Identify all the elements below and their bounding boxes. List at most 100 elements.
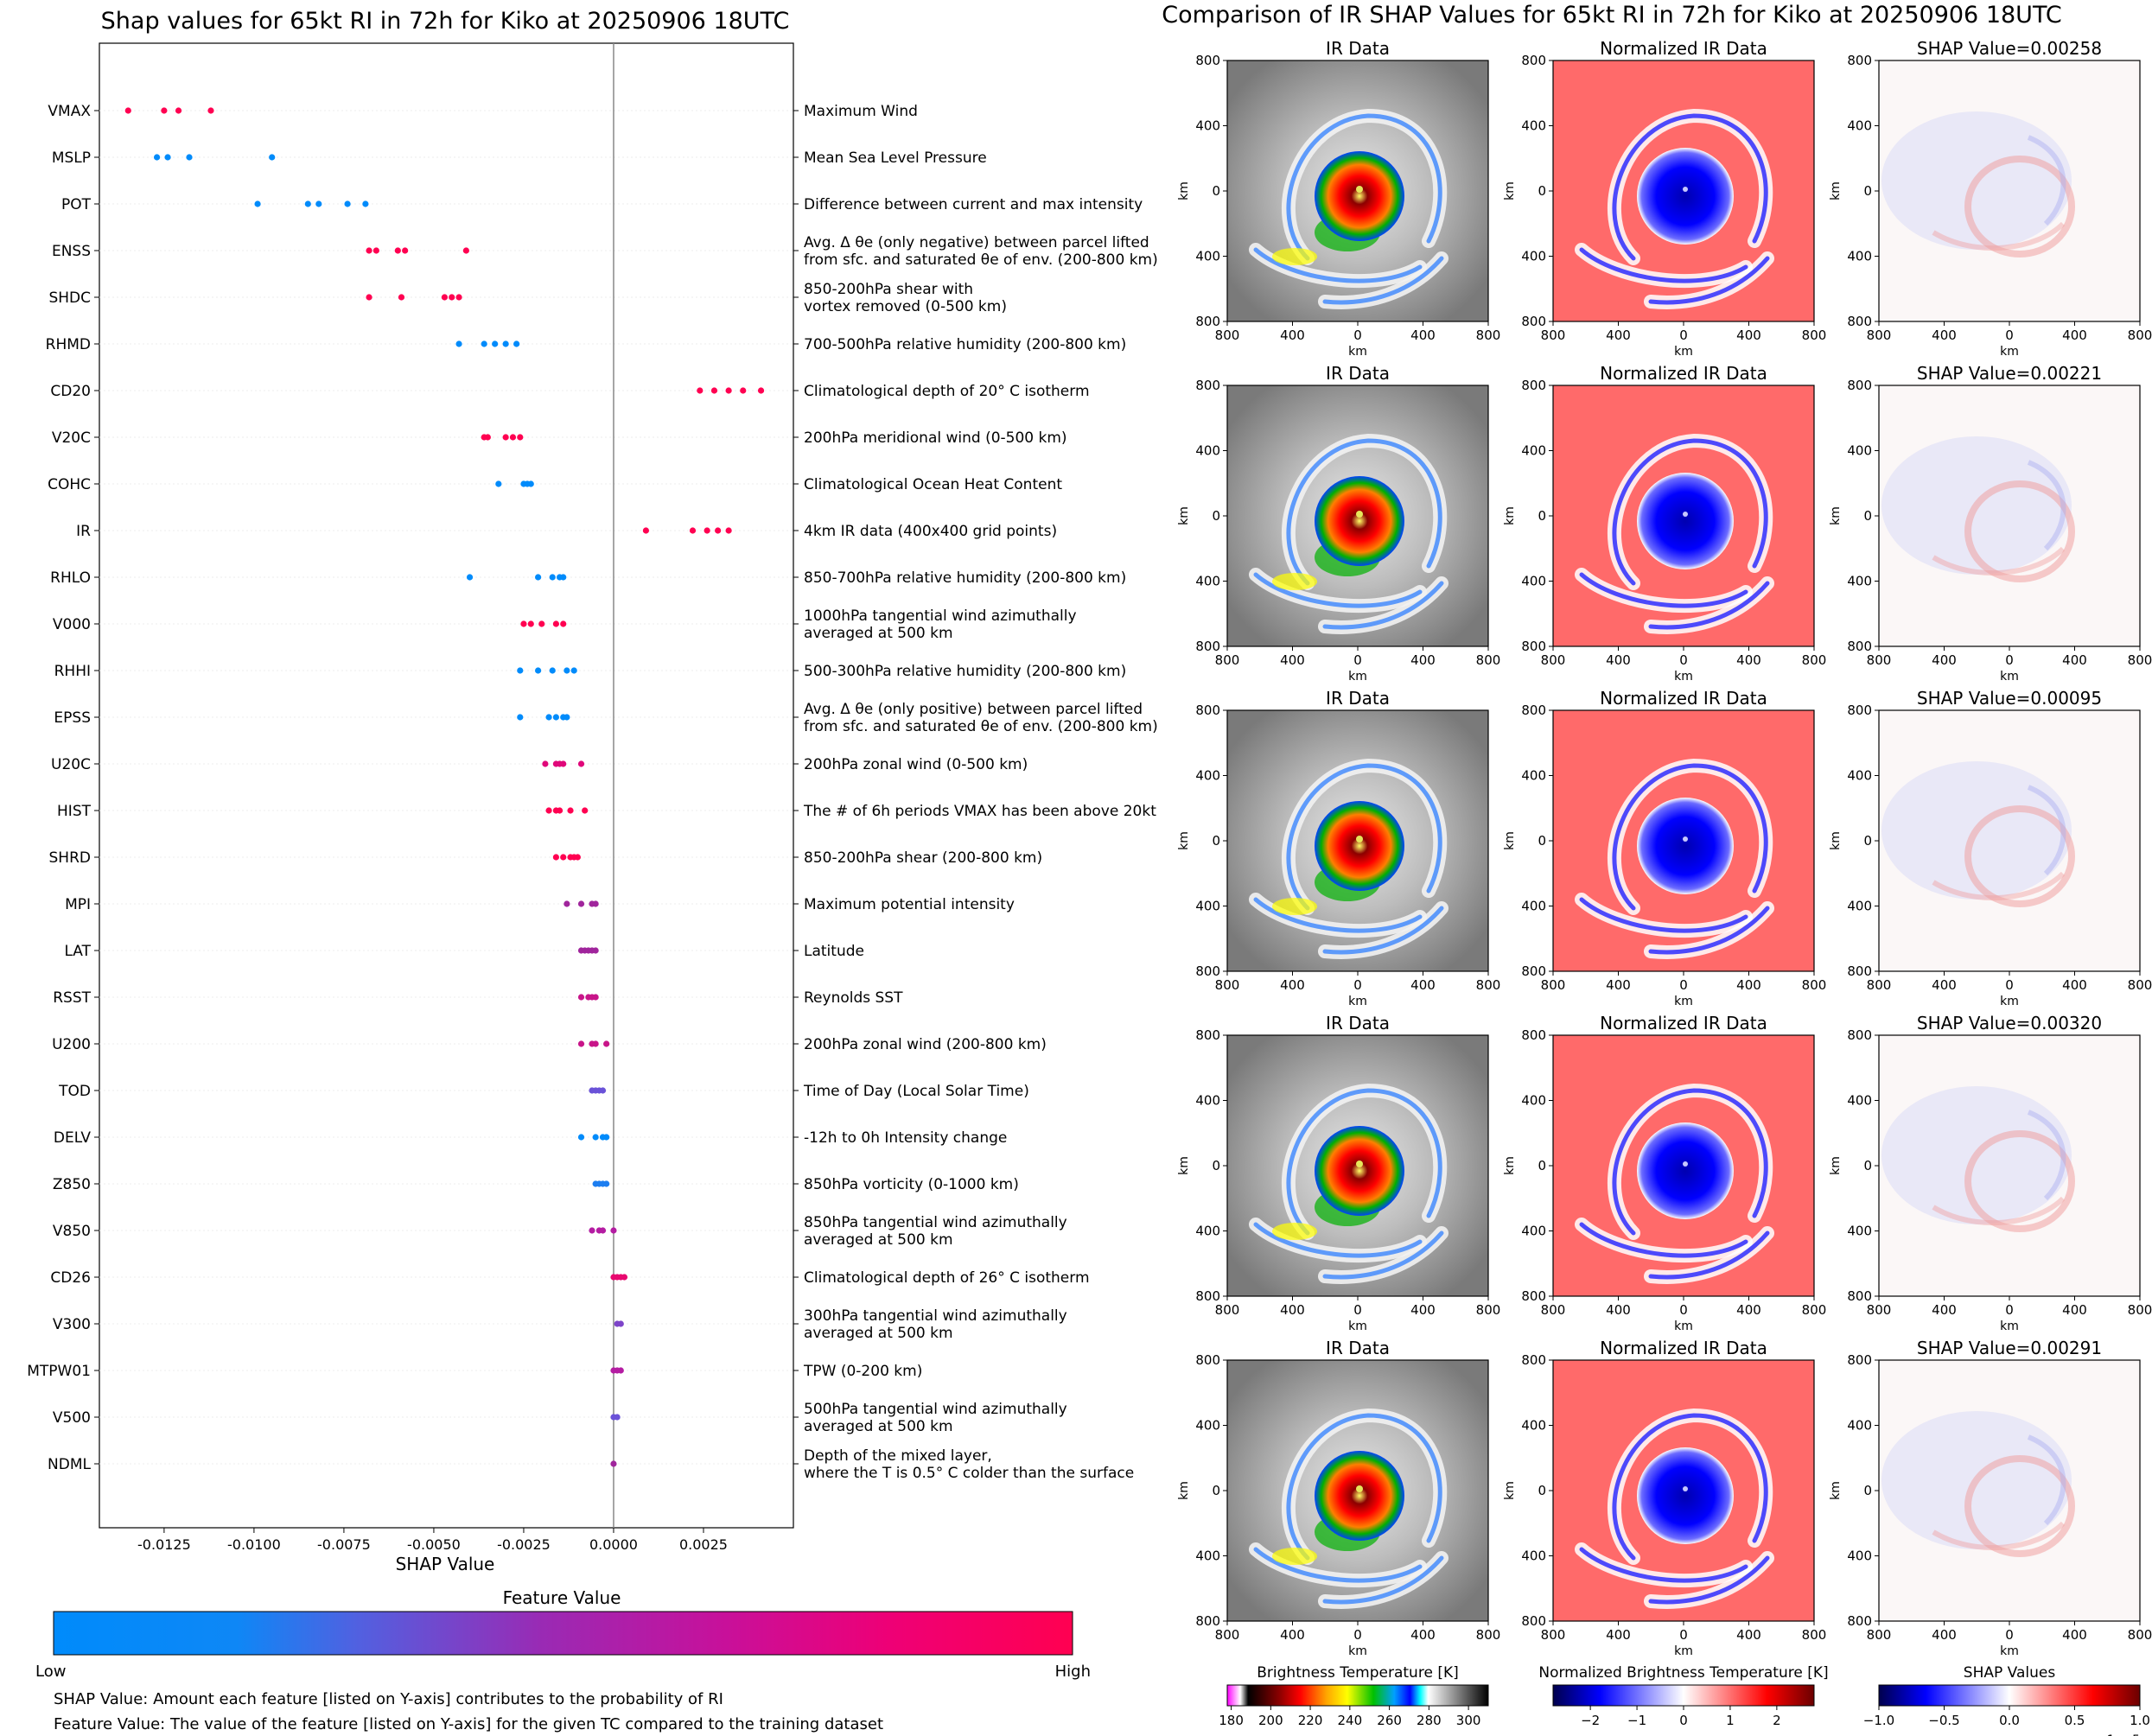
shap-point bbox=[570, 667, 577, 674]
feature-name-label: V000 bbox=[53, 616, 91, 633]
panel-xtick-label: 0 bbox=[1679, 1627, 1688, 1643]
shap-point bbox=[366, 247, 372, 254]
panel-ytick-label: 800 bbox=[1195, 1027, 1220, 1043]
panel-xtick-label: 400 bbox=[1736, 977, 1761, 993]
shap-point bbox=[552, 620, 559, 627]
shap-point bbox=[527, 480, 534, 487]
storm-band bbox=[1253, 247, 1423, 283]
shap-positive-ring bbox=[1964, 156, 2075, 258]
feature-description-label: 500-300hPa relative humidity (200-800 km… bbox=[804, 663, 1126, 680]
panel-ytick-label: 400 bbox=[1847, 768, 1872, 784]
panel-title: SHAP Value=0.00095 bbox=[1917, 688, 2102, 709]
shap-background bbox=[1879, 710, 2140, 971]
shap-negative-band bbox=[2027, 1110, 2066, 1201]
panel-yaxis-label: km bbox=[1177, 506, 1191, 525]
feature-description-label: Avg. Δ θe (only negative) between parcel… bbox=[804, 234, 1149, 251]
feature-name-label: RSST bbox=[53, 989, 91, 1007]
shap-point bbox=[599, 1087, 607, 1094]
panel-ytick-label: 800 bbox=[1847, 1027, 1872, 1043]
shap-map-panel: SHAP Value=0.002588008004004000040040080… bbox=[1829, 38, 2152, 359]
panel-ytick-label: 800 bbox=[1847, 703, 1872, 718]
panel-xtick-label: 800 bbox=[1802, 652, 1827, 668]
shap-point bbox=[757, 387, 765, 394]
shap-positive-ring bbox=[1964, 805, 2075, 907]
feature-name-label: COHC bbox=[48, 476, 91, 493]
panel-ytick-label: 400 bbox=[1847, 1418, 1872, 1434]
storm-band bbox=[1648, 1230, 1770, 1280]
panel-xtick-label: 800 bbox=[1476, 1627, 1501, 1643]
panel-ytick-label: 0 bbox=[1863, 183, 1872, 199]
panel-xtick-label: 400 bbox=[1606, 1302, 1631, 1318]
shap-point bbox=[592, 1134, 599, 1141]
panel-ytick-label: 0 bbox=[1212, 1483, 1220, 1498]
shap-point bbox=[567, 807, 574, 814]
normalized-ir-panel: Normalized IR Data8008004004000040040080… bbox=[1503, 1338, 1826, 1658]
panel-ytick-label: 400 bbox=[1521, 1224, 1546, 1239]
colorbar-tick-label: 220 bbox=[1298, 1713, 1323, 1728]
panel-xtick-label: 400 bbox=[2062, 1627, 2087, 1643]
shap-point bbox=[362, 200, 369, 207]
panel-xtick-label: 0 bbox=[1353, 977, 1362, 993]
storm-core bbox=[1637, 473, 1734, 569]
feature-description-label: The # of 6h periods VMAX has been above … bbox=[803, 803, 1156, 820]
panel-ytick-label: 0 bbox=[1863, 1483, 1872, 1498]
panel-xtick-label: 800 bbox=[1215, 327, 1240, 343]
storm-band bbox=[1579, 1222, 1748, 1258]
panel-ytick-label: 800 bbox=[1195, 1352, 1220, 1368]
colorbar-tick-label: 240 bbox=[1338, 1713, 1363, 1728]
storm-eye bbox=[1683, 187, 1688, 192]
panel-ytick-label: 400 bbox=[1847, 899, 1872, 914]
convection-cluster bbox=[1272, 1548, 1317, 1565]
shap-point bbox=[455, 340, 462, 347]
shap-point bbox=[509, 434, 517, 441]
storm-eye bbox=[1683, 1486, 1688, 1491]
panel-xtick-label: 0 bbox=[1679, 977, 1688, 993]
feature-description-label: Climatological depth of 26° C isotherm bbox=[804, 1269, 1090, 1287]
panel-yaxis-label: km bbox=[1503, 181, 1517, 200]
colorbar-tick-label: 280 bbox=[1417, 1713, 1442, 1728]
feature-name-label: RHHI bbox=[54, 663, 91, 680]
normalized-ir-panel: Normalized IR Data8008004004000040040080… bbox=[1503, 1013, 1826, 1333]
feature-description-label: TPW (0-200 km) bbox=[803, 1363, 922, 1380]
comparison-grid: IR Data80080040040000400400800800kmkmNor… bbox=[1177, 38, 2152, 1658]
feature-description-label: Time of Day (Local Solar Time) bbox=[803, 1083, 1029, 1100]
colorbar-label: Normalized Brightness Temperature [K] bbox=[1538, 1664, 1828, 1682]
panel-ytick-label: 0 bbox=[1538, 1483, 1546, 1498]
feature-description-label: 500hPa tangential wind azimuthally bbox=[804, 1401, 1067, 1418]
storm-band bbox=[1579, 897, 1748, 933]
feature-description-label: 700-500hPa relative humidity (200-800 km… bbox=[804, 336, 1126, 353]
panel-ytick-label: 800 bbox=[1521, 53, 1546, 68]
panel-yaxis-label: km bbox=[1829, 506, 1843, 525]
convection-cluster bbox=[1272, 898, 1317, 915]
panel-xaxis-label: km bbox=[1348, 1644, 1367, 1658]
shap-point bbox=[589, 1227, 595, 1234]
panel-xtick-label: 0 bbox=[2005, 1302, 2014, 1318]
shap-point bbox=[545, 807, 552, 814]
panel-xtick-label: 0 bbox=[1353, 652, 1362, 668]
shap-positive-band bbox=[1932, 871, 2066, 901]
panel-ytick-label: 800 bbox=[1847, 1613, 1872, 1629]
shap-point bbox=[542, 760, 549, 767]
panel-xtick-label: 800 bbox=[1802, 977, 1827, 993]
panel-xtick-label: 400 bbox=[1932, 1302, 1957, 1318]
panel-ytick-label: 400 bbox=[1847, 1093, 1872, 1109]
panel-ytick-label: 800 bbox=[1195, 314, 1220, 329]
note-shap-value: SHAP Value: Amount each feature [listed … bbox=[54, 1690, 723, 1708]
panel-xtick-label: 0 bbox=[2005, 1627, 2014, 1643]
storm-band bbox=[1612, 763, 1768, 911]
panel-title: Normalized IR Data bbox=[1600, 363, 1767, 384]
panel-ytick-label: 400 bbox=[1195, 1093, 1220, 1109]
panel-xtick-label: 0 bbox=[1679, 652, 1688, 668]
shap-negative-band bbox=[2027, 1434, 2066, 1526]
panel-ytick-label: 400 bbox=[1195, 249, 1220, 264]
panel-ytick-label: 800 bbox=[1847, 1288, 1872, 1304]
feature-description-label: averaged at 500 km bbox=[804, 1418, 953, 1435]
shap-point bbox=[560, 574, 567, 581]
panel-xaxis-label: km bbox=[2000, 995, 2019, 1008]
feature-name-label: V850 bbox=[53, 1223, 91, 1240]
panel-ytick-label: 400 bbox=[1195, 574, 1220, 589]
panel-xtick-label: 800 bbox=[1541, 327, 1566, 343]
panel-yaxis-label: km bbox=[1829, 831, 1843, 850]
summary-xlabel: SHAP Value bbox=[396, 1554, 495, 1574]
colorbar-tick-label: −2 bbox=[1581, 1713, 1600, 1728]
